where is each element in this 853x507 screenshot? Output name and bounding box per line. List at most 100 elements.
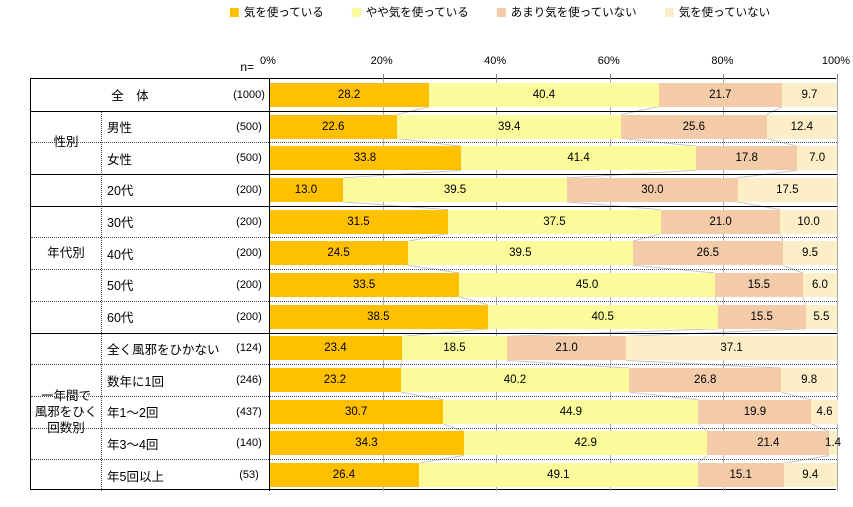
bar-segment: 39.4 xyxy=(397,114,622,139)
bar-segment: 38.5 xyxy=(269,304,488,329)
bar-segment: 9.5 xyxy=(783,241,837,266)
bar-segment: 10.0 xyxy=(780,209,837,234)
n-value: (200) xyxy=(236,247,262,260)
segment-value-label: 19.9 xyxy=(743,405,767,418)
bar-row: 33.8 41.4 17.8 7.0 xyxy=(269,146,837,171)
segment-value-label: 21.0 xyxy=(555,342,578,355)
legend-item: 気を使っている xyxy=(229,4,324,20)
legend-item: 気を使っていない xyxy=(664,4,771,20)
bar-segment: 18.5 xyxy=(401,336,507,361)
n-value: (53) xyxy=(239,469,259,482)
bar-segment: 17.8 xyxy=(696,146,798,171)
axis-tick-mark xyxy=(382,74,384,79)
axis-tick-label: 0% xyxy=(260,55,276,67)
row-separator xyxy=(31,459,837,461)
bar-segment: 13.0 xyxy=(269,177,343,202)
bar-row: 24.5 39.5 26.5 9.5 xyxy=(269,241,837,266)
bar-segment: 19.9 xyxy=(698,399,812,424)
row-separator xyxy=(31,364,837,366)
bar-segment: 21.0 xyxy=(506,336,627,361)
bar-segment: 7.0 xyxy=(797,146,837,171)
segment-value-label: 39.4 xyxy=(498,120,521,133)
bar-row: 22.6 39.4 25.6 12.4 xyxy=(269,114,837,139)
segment-value-label: 9.7 xyxy=(801,88,818,101)
bar-segment: 37.1 xyxy=(626,336,837,361)
segment-value-label: 40.2 xyxy=(503,374,527,387)
segment-value-label: 18.5 xyxy=(443,342,466,355)
legend-label: 気を使っていない xyxy=(678,7,771,19)
legend-label: やや気を使っている xyxy=(365,7,469,19)
row-label: 30代 xyxy=(107,216,134,231)
segment-value-label: 21.7 xyxy=(709,88,732,101)
bar-segment: 34.3 xyxy=(269,431,464,456)
segment-value-label: 26.4 xyxy=(332,469,356,482)
segment-value-label: 17.5 xyxy=(776,183,799,196)
segment-value-label: 21.0 xyxy=(709,215,732,228)
axis-tick-label: 100% xyxy=(821,55,851,67)
axis-tick-label: 40% xyxy=(484,55,507,67)
bar-segment: 15.1 xyxy=(697,463,784,488)
bar-segment: 21.4 xyxy=(707,431,830,456)
series-connector-lines xyxy=(342,106,830,464)
bar-segment: 31.5 xyxy=(269,209,448,234)
bar-segment: 23.4 xyxy=(269,336,402,361)
segment-value-label: 24.5 xyxy=(327,247,350,260)
segment-value-label: 49.1 xyxy=(547,469,570,482)
bar-segment: 6.0 xyxy=(802,273,837,297)
row-label: 全く風邪をひかない xyxy=(107,342,220,357)
legend-swatch-icon xyxy=(351,7,361,17)
segment-value-label: 30.0 xyxy=(641,183,664,196)
n-value: (200) xyxy=(236,278,262,291)
bar-segment: 23.2 xyxy=(269,368,401,393)
segment-value-label: 10.0 xyxy=(797,215,820,228)
bar-segment: 9.4 xyxy=(783,463,837,488)
legend-swatch-icon xyxy=(229,7,239,17)
bar-segment: 40.2 xyxy=(400,368,630,393)
n-value: (200) xyxy=(236,215,262,228)
bar-segment: 33.5 xyxy=(269,273,460,297)
segment-value-label: 30.7 xyxy=(344,405,368,418)
segment-value-label: 40.4 xyxy=(532,88,556,101)
row-separator xyxy=(31,269,837,271)
segment-value-label: 31.5 xyxy=(347,215,370,228)
row-separator xyxy=(31,142,837,144)
group-cell: 一年間で 風邪をひく 回数別 xyxy=(34,388,98,435)
segment-value-label: 5.5 xyxy=(813,310,830,323)
row-label: 年1〜2回 xyxy=(107,406,159,421)
axis-tick-label: 20% xyxy=(370,55,393,67)
segment-value-label: 41.4 xyxy=(567,152,590,165)
n-value: (124) xyxy=(236,342,262,355)
axis-tick-label: 60% xyxy=(597,55,620,67)
bar-segment: 17.5 xyxy=(737,177,837,202)
n-value: (500) xyxy=(236,152,262,165)
bar-segment: 30.7 xyxy=(269,399,444,424)
bar-segment: 45.0 xyxy=(459,273,715,297)
axis-tick-mark xyxy=(837,74,838,79)
n-value: (140) xyxy=(236,437,262,450)
legend-swatch-icon xyxy=(664,7,674,17)
segment-value-label: 15.1 xyxy=(729,469,752,482)
bar-segment: 12.4 xyxy=(766,114,837,139)
legend-swatch-icon xyxy=(496,7,506,17)
bar-segment: 9.8 xyxy=(781,368,837,393)
segment-value-label: 38.5 xyxy=(367,310,390,323)
segment-value-label: 9.4 xyxy=(802,469,819,482)
legend-label: 気を使っている xyxy=(243,7,324,19)
segment-value-label: 21.4 xyxy=(757,437,780,450)
segment-value-label: 26.5 xyxy=(696,247,719,260)
segment-value-label: 34.3 xyxy=(355,437,378,450)
bar-segment: 49.1 xyxy=(418,463,698,488)
segment-value-label: 13.0 xyxy=(294,183,318,196)
row-label: 全 体 xyxy=(111,89,149,104)
segment-value-label: 1.4 xyxy=(825,437,842,450)
bar-segment: 33.8 xyxy=(269,146,461,171)
row-label: 60代 xyxy=(107,311,134,326)
row-separator xyxy=(31,395,837,397)
axis-tick-label: 80% xyxy=(711,55,734,67)
n-value: (1000) xyxy=(233,88,265,101)
row-separator xyxy=(31,427,837,429)
segment-value-label: 39.5 xyxy=(509,247,532,260)
segment-value-label: 6.0 xyxy=(811,279,828,291)
axis-tick-mark xyxy=(496,74,498,79)
